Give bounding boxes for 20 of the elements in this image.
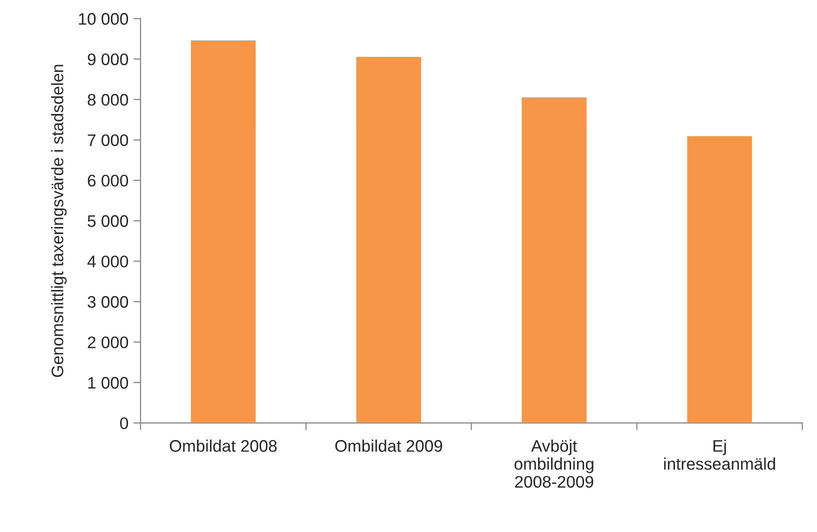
bar: [189, 38, 258, 423]
y-tick-label: 10 000: [79, 13, 128, 25]
x-tick-label: Avböjt ombildning 2008-2009: [514, 440, 594, 488]
y-tick-label: 8 000: [88, 94, 128, 106]
y-tick-label: 4 000: [87, 256, 128, 268]
bar: [354, 56, 422, 423]
y-tick-label: 3 000: [88, 296, 128, 308]
x-tick-label: Ombildat 2008: [170, 440, 277, 452]
bar: [520, 96, 588, 423]
y-tick-label: 5 000: [88, 215, 128, 227]
x-tick-label: Ombildat 2009: [335, 440, 442, 452]
y-tick-label: 2 000: [88, 336, 128, 348]
y-tick-label: 6 000: [88, 174, 128, 187]
y-axis-title: Genomsnittligt taxeringsvärde i stadsdelen: [51, 64, 67, 377]
x-tick-label: Ej intresseanmäld: [664, 440, 776, 470]
y-tick-label: 7 000: [88, 134, 128, 146]
bar: [686, 134, 754, 423]
y-tick-label: 9 000: [88, 53, 128, 66]
y-tick-label: 1 000: [88, 376, 128, 389]
y-tick-label: 0: [120, 417, 128, 430]
